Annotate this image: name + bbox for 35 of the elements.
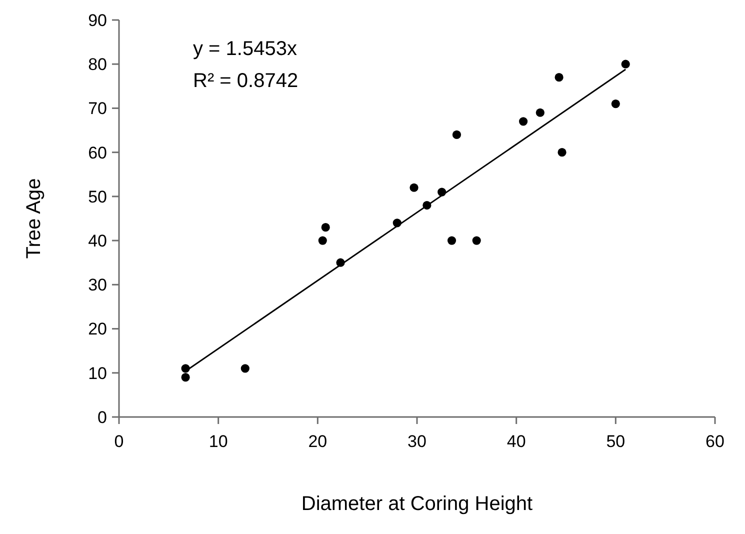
y-axis-title: Tree Age: [23, 178, 45, 259]
y-tick-label: 80: [88, 55, 107, 74]
point: [536, 108, 544, 117]
point: [181, 373, 190, 382]
point: [452, 130, 462, 139]
x-tick-label: 30: [408, 432, 426, 451]
y-tick-label: 90: [88, 10, 107, 30]
point: [621, 60, 630, 68]
y-tick-label: 0: [98, 408, 107, 427]
y-tick-label: 70: [88, 99, 107, 118]
point: [410, 183, 418, 192]
point: [318, 236, 327, 245]
point: [321, 223, 330, 232]
y-tick-label: 50: [88, 187, 107, 206]
point: [611, 100, 620, 108]
x-tick-label: 60: [706, 432, 724, 451]
x-tick-label: 0: [114, 432, 124, 451]
y-tick-label: 10: [88, 364, 107, 383]
y-tick-label: 30: [88, 276, 107, 295]
point: [554, 73, 564, 82]
point: [240, 364, 250, 373]
y-tick-label: 40: [88, 232, 107, 251]
point: [518, 117, 528, 126]
x-axis-title: Diameter at Coring Height: [301, 493, 534, 515]
x-tick-label: 40: [506, 432, 526, 451]
x-tick-label: 50: [606, 432, 626, 451]
annotation: y = 1.5453x: [193, 38, 297, 60]
y-tick-label: 60: [88, 143, 107, 162]
point: [558, 148, 566, 157]
x-tick-label: 20: [308, 432, 328, 451]
annotation: R² = 0.8742: [193, 70, 298, 92]
point: [472, 236, 481, 245]
y-tick-label: 20: [88, 320, 107, 339]
point: [447, 236, 456, 245]
x-tick-label: 10: [208, 432, 228, 451]
